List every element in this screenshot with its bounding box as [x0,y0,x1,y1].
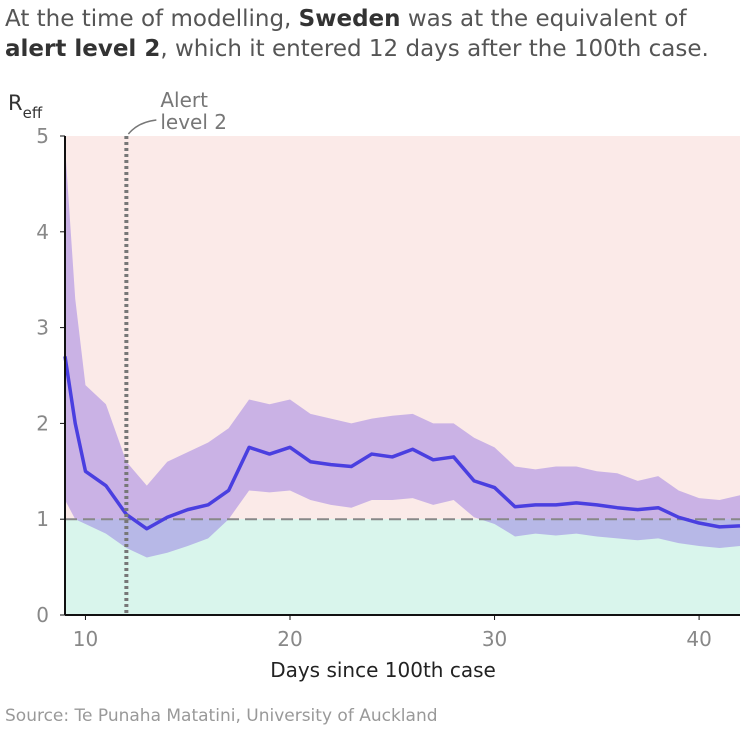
x-tick-label: 40 [686,627,711,651]
region-below [65,519,740,615]
y-tick-label: 5 [36,124,49,148]
annotation-text: level 2 [160,110,227,134]
y-label-sub: eff [23,104,43,122]
title-part: was at the equivalent of [401,6,688,32]
y-tick-label: 0 [36,603,49,627]
y-tick-label: 3 [36,316,49,340]
title-part: alert level 2 [5,36,160,62]
median-line [63,356,741,531]
x-tick-label: 30 [482,627,507,651]
y-label-main: R [8,91,23,115]
x-axis-label: Days since 100th case [270,658,496,682]
title: At the time of modelling, Sweden was at … [5,6,687,32]
annotation-text: Alert [160,88,208,112]
annotation-arrow [127,119,157,135]
y-tick-label: 1 [36,507,49,531]
y-axis-label: Reff [8,91,43,122]
x-tick-label: 10 [73,627,98,651]
y-tick-label: 2 [36,411,49,435]
title-part: , which it entered 12 days after the 100… [160,36,709,62]
source: Source: Te Punaha Matatini, University o… [5,706,438,726]
uncertainty-band [65,145,740,558]
title: alert level 2, which it entered 12 days … [5,36,709,62]
title-part: Sweden [299,6,401,32]
x-tick-label: 20 [277,627,302,651]
title-part: At the time of modelling, [5,6,299,32]
y-tick-label: 4 [36,220,49,244]
region-above [65,136,740,520]
